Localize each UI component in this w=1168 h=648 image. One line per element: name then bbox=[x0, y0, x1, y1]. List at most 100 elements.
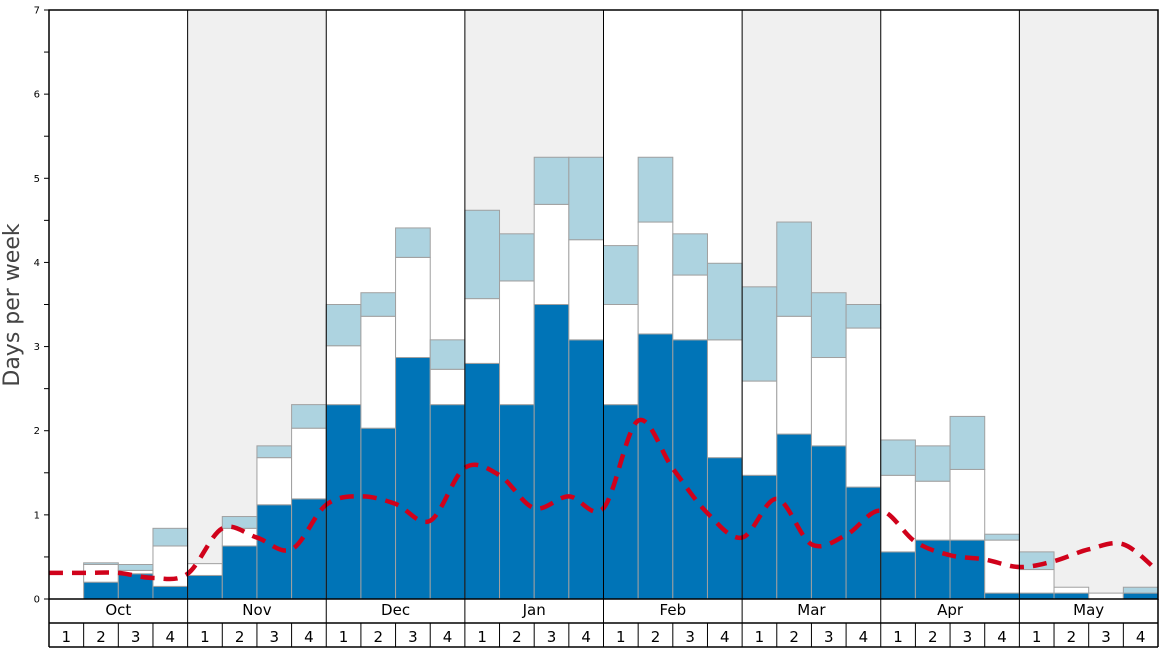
bar-segment-light bbox=[291, 404, 327, 429]
bar-segment-dark bbox=[1053, 592, 1090, 600]
bar-segment-dark bbox=[672, 339, 708, 600]
bar-segment-white bbox=[1053, 586, 1090, 594]
bar-segment-white bbox=[499, 280, 535, 406]
bar-segment-light bbox=[914, 445, 951, 482]
bar-segment-light bbox=[845, 304, 882, 329]
bar-segment-white bbox=[949, 468, 986, 541]
bar-segment-dark bbox=[568, 339, 604, 600]
bar-segment-light bbox=[741, 286, 778, 382]
week-label: 1 bbox=[62, 628, 72, 646]
bar-segment-light bbox=[568, 156, 604, 241]
week-label: 1 bbox=[1032, 628, 1042, 646]
bar-segment-dark bbox=[984, 592, 1020, 600]
month-label: Feb bbox=[660, 601, 687, 619]
y-tick-label: 3 bbox=[34, 342, 40, 353]
trend-line bbox=[48, 417, 1160, 582]
week-label: 1 bbox=[339, 628, 349, 646]
bar-segment-light bbox=[221, 516, 258, 529]
y-axis: 0 1 2 3 4 5 6 7 bbox=[34, 6, 49, 606]
bar-segment-light bbox=[464, 209, 501, 300]
week-label: 1 bbox=[477, 628, 487, 646]
week-label: 2 bbox=[512, 628, 522, 646]
y-tick-label: 5 bbox=[34, 174, 40, 185]
bar-segment-light bbox=[395, 227, 431, 258]
bar-segment-white bbox=[914, 480, 951, 541]
bar-segment-dark bbox=[499, 404, 535, 600]
week-label: 4 bbox=[166, 628, 176, 646]
bar-segment-light bbox=[672, 233, 708, 276]
bar-segment-dark bbox=[187, 574, 223, 600]
bar-segment-light bbox=[637, 156, 674, 223]
bar-segment-light bbox=[256, 445, 293, 459]
week-label: 2 bbox=[1067, 628, 1077, 646]
bar-segment-dark bbox=[221, 545, 258, 600]
bar-segment-white bbox=[568, 239, 604, 341]
month-label: Mar bbox=[797, 601, 826, 619]
week-label: 3 bbox=[547, 628, 557, 646]
bar-segment-dark bbox=[949, 539, 986, 600]
bar-segment-dark bbox=[83, 581, 119, 600]
y-tick-label: 6 bbox=[34, 90, 40, 101]
week-label: 2 bbox=[789, 628, 799, 646]
bar-segment-dark bbox=[845, 486, 882, 600]
week-label: 4 bbox=[720, 628, 730, 646]
bar-segment-white bbox=[672, 274, 708, 341]
y-tick-label: 7 bbox=[34, 6, 40, 17]
bar-segment-light bbox=[1122, 586, 1159, 594]
bar-segment-dark bbox=[776, 433, 812, 600]
bar-segment-white bbox=[845, 327, 882, 488]
y-tick-label: 1 bbox=[34, 510, 40, 521]
month-label: May bbox=[1073, 601, 1104, 619]
week-label: 1 bbox=[616, 628, 626, 646]
bar-segment-white bbox=[360, 315, 397, 429]
bar-segment-dark bbox=[464, 362, 501, 600]
week-label: 2 bbox=[651, 628, 661, 646]
week-label: 2 bbox=[928, 628, 938, 646]
bar-segment-light bbox=[83, 562, 119, 566]
bar-segment-dark bbox=[741, 474, 778, 600]
bar-segment-light bbox=[533, 156, 570, 205]
bar-segment-light bbox=[984, 533, 1020, 541]
bar-segment-light bbox=[325, 304, 362, 347]
bar-segment-dark bbox=[880, 551, 916, 600]
bar-segment-white bbox=[637, 221, 674, 335]
month-band bbox=[1019, 10, 1158, 599]
week-label: 4 bbox=[304, 628, 314, 646]
week-label: 2 bbox=[235, 628, 245, 646]
bar-segment-dark bbox=[533, 304, 570, 600]
week-label: 4 bbox=[859, 628, 869, 646]
bar-segment-white bbox=[325, 345, 362, 406]
bar-segment-dark bbox=[360, 427, 397, 600]
bar-segment-light bbox=[880, 439, 916, 476]
bar-segment-white bbox=[395, 256, 431, 359]
month-label: Nov bbox=[242, 601, 271, 619]
bar-segment-dark bbox=[429, 404, 466, 600]
bar-segment-light bbox=[499, 233, 535, 282]
bar-segment-white bbox=[533, 203, 570, 305]
bar-segment-white bbox=[1088, 592, 1124, 600]
week-label: 3 bbox=[1101, 628, 1111, 646]
bar-segment-dark bbox=[291, 498, 327, 600]
bar-segment-light bbox=[360, 292, 397, 317]
week-label: 3 bbox=[685, 628, 695, 646]
month-label: Oct bbox=[105, 601, 131, 619]
bar-segment-light bbox=[776, 221, 812, 317]
month-label: Apr bbox=[937, 601, 964, 619]
week-label: 2 bbox=[96, 628, 106, 646]
y-axis-title: Days per week bbox=[0, 223, 25, 386]
bar-segment-dark bbox=[810, 445, 847, 600]
y-tick-label: 2 bbox=[34, 426, 40, 437]
x-axis: Oct Nov Dec Jan Feb Mar Apr May 1 2 3 4 1 2 3 4 1 2 3 4 1 2 3 4… bbox=[48, 10, 1159, 648]
week-label: 1 bbox=[200, 628, 210, 646]
bar-segment-dark bbox=[256, 504, 293, 600]
bar-segment-dark bbox=[1122, 592, 1159, 600]
week-label: 3 bbox=[408, 628, 418, 646]
week-label: 4 bbox=[1136, 628, 1146, 646]
week-label: 3 bbox=[963, 628, 973, 646]
bar-segment-light bbox=[152, 527, 189, 547]
bar-segment-light bbox=[429, 339, 466, 370]
trend-layer bbox=[48, 417, 1160, 582]
month-label: Dec bbox=[381, 601, 410, 619]
bar-segment-white bbox=[706, 339, 743, 459]
